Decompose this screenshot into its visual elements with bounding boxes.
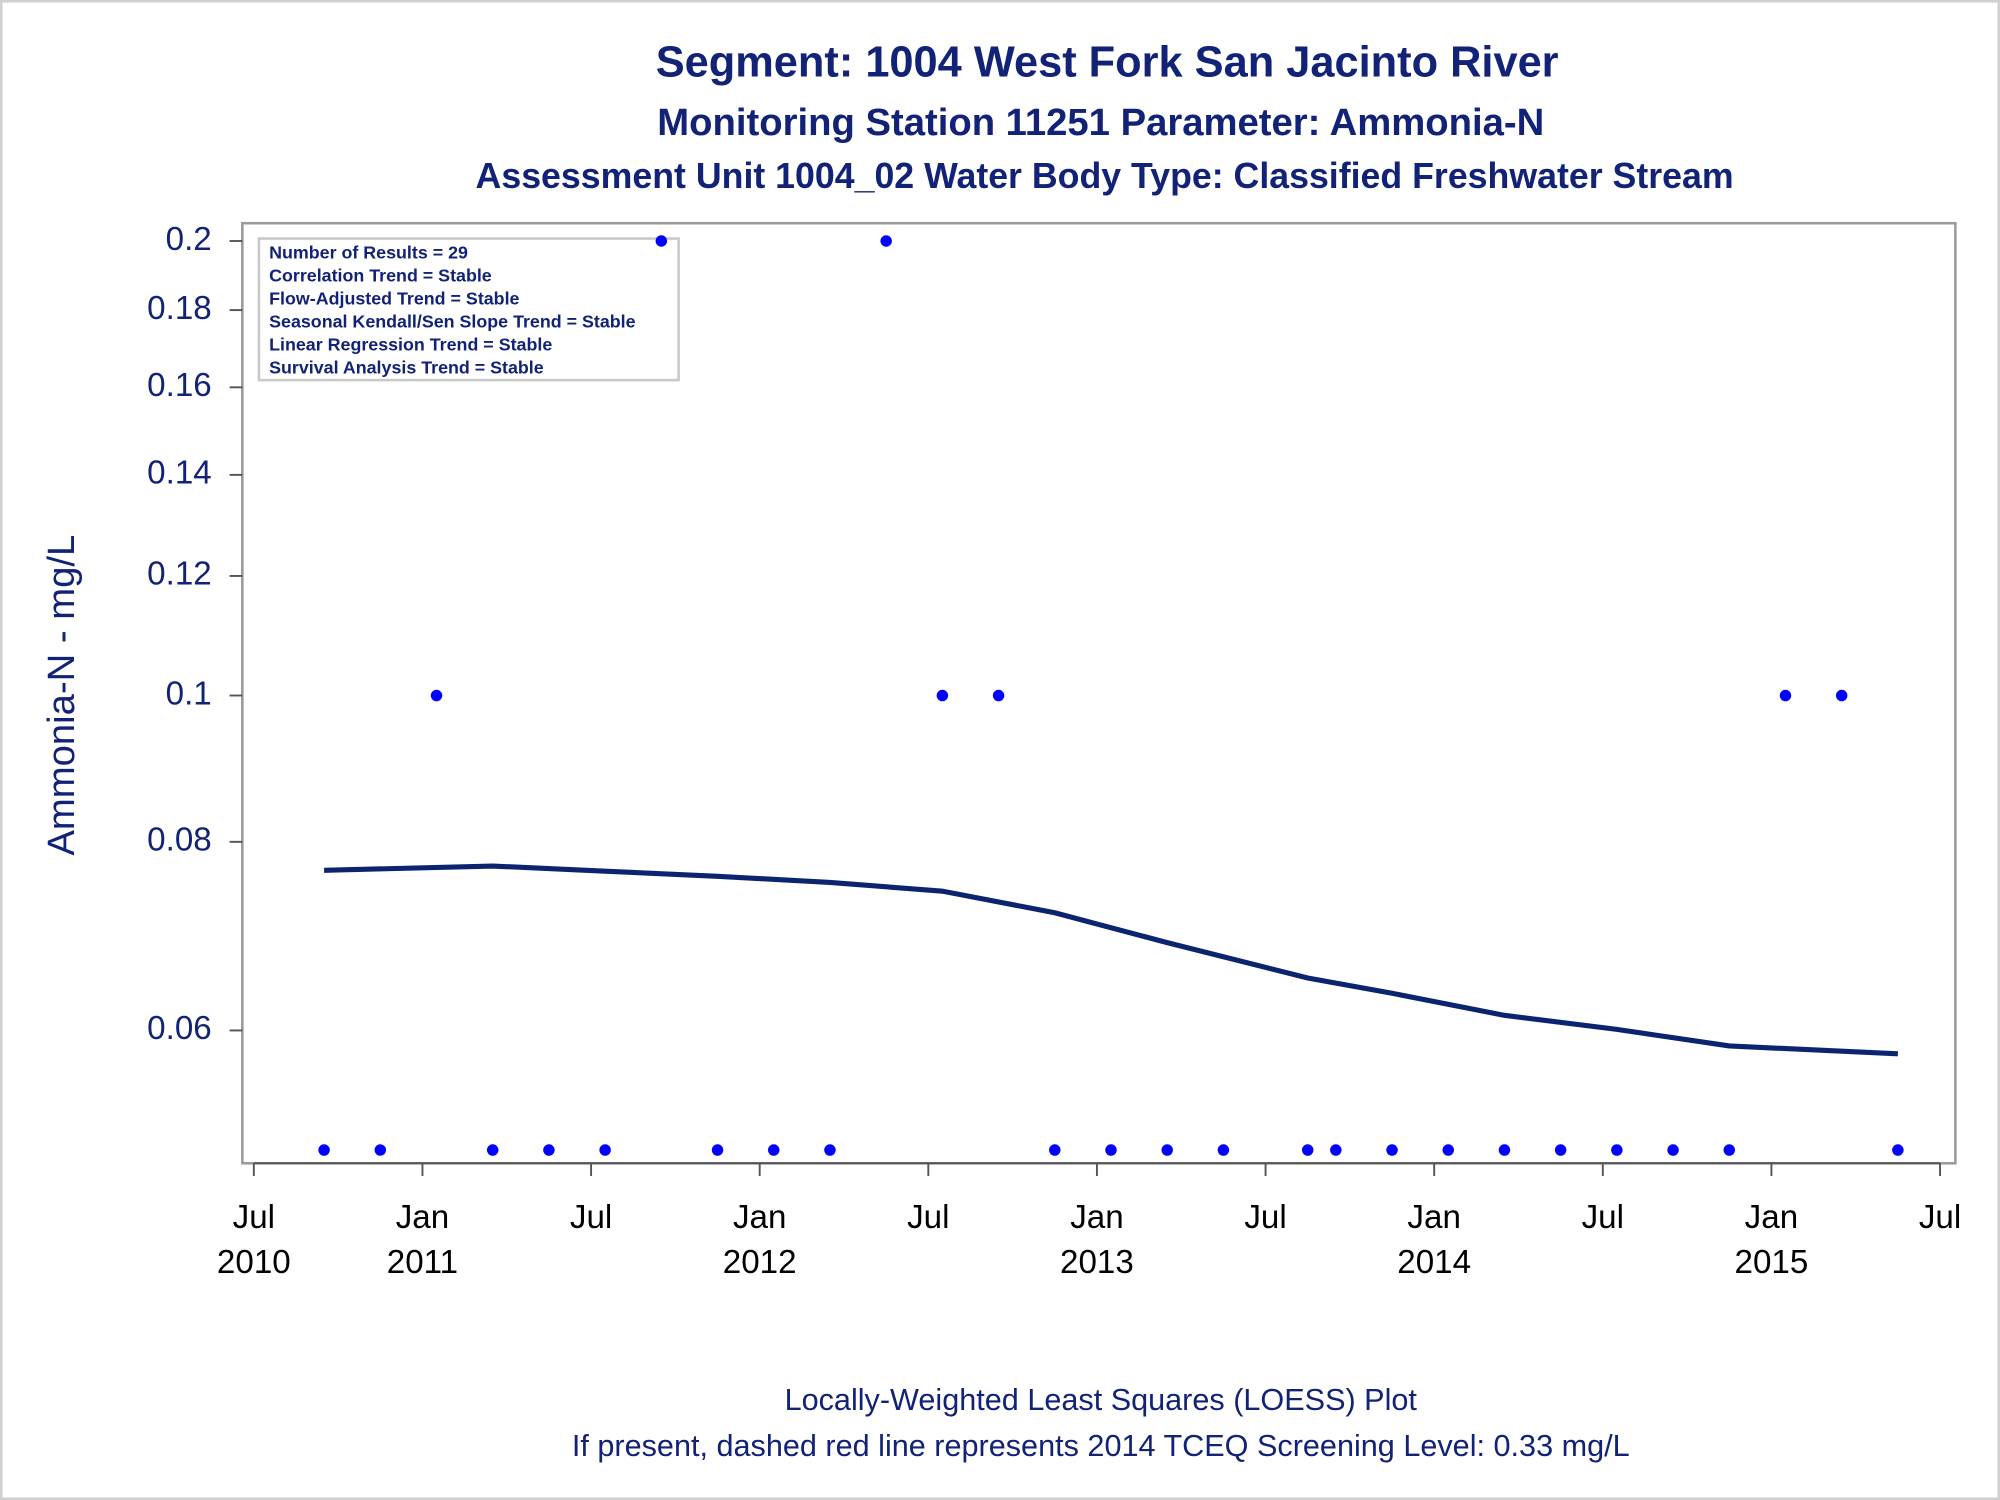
x-tick-label: Jul <box>1582 1199 1624 1236</box>
x-tick-label: Jan <box>1745 1199 1798 1236</box>
data-point <box>1105 1144 1117 1156</box>
data-point <box>1611 1144 1623 1156</box>
data-point <box>599 1144 611 1156</box>
chart-subtitle: Monitoring Station 11251 Parameter: Ammo… <box>657 101 1544 144</box>
data-point <box>1330 1144 1342 1156</box>
annotation: Number of Results = 29 <box>269 243 468 263</box>
x-tick-label: Jul <box>570 1199 612 1236</box>
x-tick-label: 2012 <box>723 1244 797 1281</box>
data-point <box>430 689 443 702</box>
y-tick-label: 0.06 <box>147 1010 212 1047</box>
data-point <box>486 1144 499 1156</box>
x-tick-label: 2010 <box>217 1244 291 1281</box>
data-point <box>1161 1144 1173 1156</box>
annotation: Seasonal Kendall/Sen Slope Trend = Stabl… <box>269 311 635 331</box>
data-point <box>318 1144 330 1156</box>
chart-title: Segment: 1004 West Fork San Jacinto Rive… <box>656 39 1559 87</box>
x-tick-label: Jan <box>396 1199 449 1236</box>
data-point <box>992 689 1005 702</box>
data-point <box>880 235 892 247</box>
footnote: If present, dashed red line represents 2… <box>572 1429 1630 1463</box>
footnote: Locally-Weighted Least Squares (LOESS) P… <box>785 1383 1418 1417</box>
x-tick-label: 2013 <box>1060 1244 1134 1281</box>
data-point <box>1779 689 1792 702</box>
y-axis-label: Ammonia-N - mg/L <box>40 535 83 856</box>
data-point <box>936 689 949 702</box>
x-tick-label: Jul <box>907 1199 949 1236</box>
data-point <box>1049 1144 1061 1156</box>
x-tick-label: Jul <box>1244 1199 1286 1236</box>
x-tick-label: 2011 <box>387 1244 458 1281</box>
chart-subtitle: Assessment Unit 1004_02 Water Body Type:… <box>476 156 1734 196</box>
annotation: Flow-Adjusted Trend = Stable <box>269 288 519 308</box>
data-point <box>1723 1144 1736 1156</box>
data-point <box>711 1144 724 1156</box>
data-point <box>1442 1144 1454 1156</box>
data-point <box>1835 689 1848 702</box>
data-point <box>655 235 668 247</box>
data-point <box>1667 1144 1679 1156</box>
y-tick-label: 0.12 <box>147 556 212 593</box>
x-tick-label: Jan <box>1407 1199 1460 1236</box>
x-tick-label: Jan <box>1070 1199 1123 1236</box>
annotation: Correlation Trend = Stable <box>269 266 492 286</box>
annotation: Survival Analysis Trend = Stable <box>269 357 544 377</box>
loess-line <box>324 863 1899 1057</box>
y-tick-label: 0.14 <box>147 455 212 492</box>
data-point <box>1498 1144 1511 1156</box>
x-tick-label: 2014 <box>1397 1244 1471 1281</box>
data-point <box>1554 1144 1567 1156</box>
data-point <box>374 1144 387 1156</box>
data-point <box>543 1144 555 1156</box>
data-point <box>1301 1144 1314 1156</box>
data-point <box>824 1144 836 1156</box>
info-box <box>257 237 680 382</box>
data-point <box>1386 1144 1398 1156</box>
y-tick-label: 0.16 <box>147 367 212 404</box>
y-tick-label: 0.1 <box>166 675 212 712</box>
data-point <box>768 1144 780 1156</box>
x-tick-label: Jan <box>733 1199 786 1236</box>
data-point <box>1217 1144 1230 1156</box>
x-tick-label: 2015 <box>1735 1244 1809 1281</box>
data-point <box>1892 1144 1904 1156</box>
x-tick-label: Jul <box>1919 1199 1961 1236</box>
annotation: Linear Regression Trend = Stable <box>269 334 552 354</box>
y-tick-label: 0.2 <box>166 221 212 258</box>
y-tick-label: 0.08 <box>147 822 212 859</box>
y-tick-label: 0.18 <box>147 290 212 327</box>
x-tick-label: Jul <box>233 1199 275 1236</box>
